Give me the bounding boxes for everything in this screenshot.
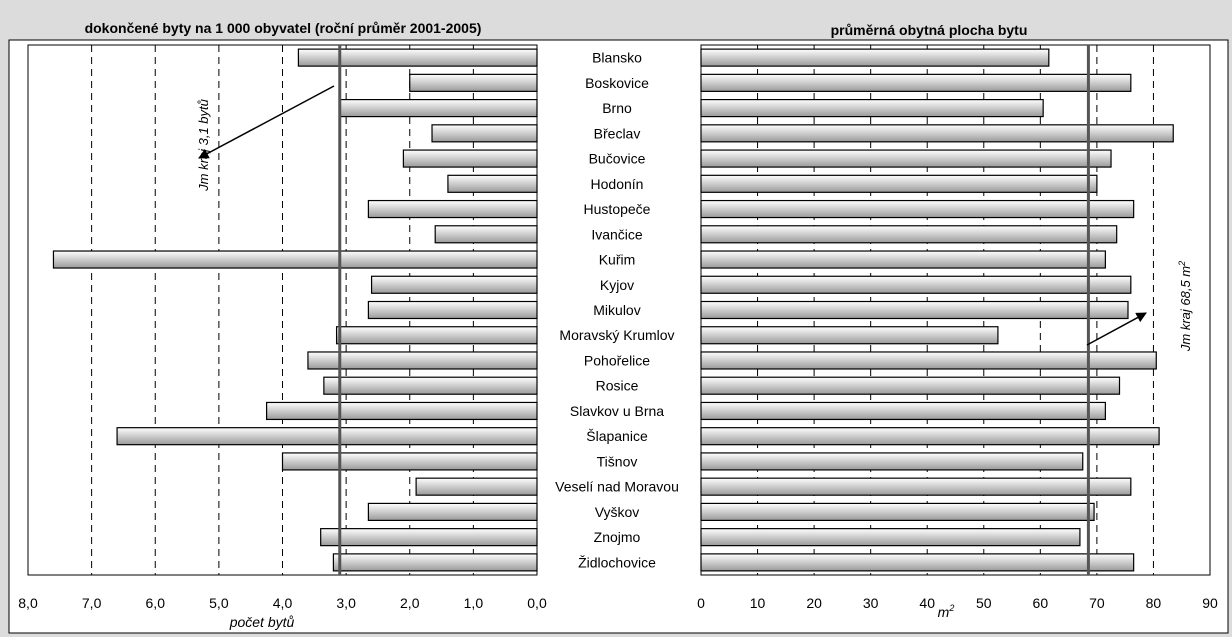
category-label: Boskovice — [585, 75, 649, 91]
left-bar — [323, 376, 538, 395]
category-label: Tišnov — [597, 453, 638, 469]
category-label: Kyjov — [600, 277, 634, 293]
right-bar — [700, 225, 1118, 244]
right-x-tick-label: 30 — [863, 595, 879, 611]
plot-layer: dokončené byty na 1 000 obyvatel (roční … — [18, 20, 1218, 630]
left-bar — [367, 300, 538, 320]
category-label: Bučovice — [589, 151, 646, 167]
right-bar — [700, 326, 999, 345]
category-label: Rosice — [596, 378, 639, 394]
left-bar — [402, 149, 538, 168]
right-bar — [700, 553, 1135, 572]
right-bar — [700, 502, 1095, 522]
right-x-tick-label: 50 — [976, 595, 992, 611]
right-bar — [700, 73, 1132, 92]
right-bar — [700, 48, 1050, 67]
left-x-tick-label: 0,0 — [527, 595, 547, 611]
right-x-tick-label: 10 — [750, 595, 766, 611]
right-reference-label: Jm kraj 68,5 m2 — [1177, 261, 1193, 352]
left-bar — [367, 199, 538, 219]
right-reference-label-sup: 2 — [1177, 261, 1187, 267]
category-label: Hustopeče — [584, 201, 651, 217]
left-bar — [447, 174, 538, 193]
right-x-tick-label: 0 — [697, 595, 705, 611]
category-label: Blansko — [592, 50, 642, 66]
left-chart-title: dokončené byty na 1 000 obyvatel (roční … — [85, 20, 482, 36]
left-bar — [116, 427, 538, 446]
left-bar — [335, 326, 538, 345]
right-bar — [700, 477, 1132, 496]
left-x-tick-label: 3,0 — [336, 595, 356, 611]
right-bar — [700, 427, 1160, 446]
right-reference-label-text: Jm kraj 68,5 m — [1178, 266, 1193, 352]
category-label: Hodonín — [591, 176, 644, 192]
left-bar — [265, 401, 538, 421]
left-x-axis-label: počet bytů — [229, 614, 295, 630]
right-bar — [700, 452, 1084, 471]
right-x-tick-label: 80 — [1146, 595, 1162, 611]
right-x-tick-label: 90 — [1202, 595, 1218, 611]
left-bar — [332, 553, 538, 572]
left-bar — [367, 502, 538, 522]
left-bar — [339, 98, 538, 118]
left-bar — [281, 452, 538, 471]
left-reference-label: Jm kraj 3,1 bytů — [196, 99, 211, 192]
left-x-tick-label: 2,0 — [400, 595, 420, 611]
left-bar — [297, 48, 538, 67]
right-x-tick-label: 20 — [806, 595, 822, 611]
category-label: Pohořelice — [584, 352, 650, 368]
category-label: Ivančice — [591, 226, 643, 242]
category-label: Brno — [602, 100, 632, 116]
right-x-axis-label-sup: 2 — [948, 603, 954, 613]
right-x-axis-label-text: m — [938, 604, 950, 620]
left-x-tick-label: 5,0 — [209, 595, 229, 611]
left-x-tick-label: 7,0 — [82, 595, 102, 611]
category-label: Znojmo — [594, 529, 641, 545]
right-bar — [700, 149, 1112, 168]
category-label: Mikulov — [593, 302, 640, 318]
right-x-tick-label: 40 — [919, 595, 935, 611]
left-bar — [409, 73, 538, 92]
category-label: Kuřim — [599, 252, 636, 268]
right-bar — [700, 300, 1129, 320]
category-label: Šlapanice — [586, 428, 648, 444]
right-bar — [700, 528, 1081, 547]
left-bar — [431, 124, 538, 143]
right-bar — [700, 376, 1121, 395]
left-reference-arrow — [198, 85, 335, 159]
category-label: Moravský Krumlov — [559, 327, 674, 343]
right-bar — [700, 250, 1106, 269]
right-x-tick-label: 60 — [1033, 595, 1049, 611]
category-label: Břeclav — [594, 125, 641, 141]
category-label: Židlochovice — [578, 554, 656, 570]
left-x-tick-label: 8,0 — [18, 595, 38, 611]
category-label: Vyškov — [595, 504, 640, 520]
left-bar — [307, 351, 538, 370]
right-x-tick-label: 70 — [1089, 595, 1105, 611]
right-bar — [700, 124, 1174, 143]
left-bar — [52, 250, 538, 269]
left-bar — [434, 225, 538, 244]
right-bar — [700, 199, 1135, 219]
left-x-tick-label: 1,0 — [464, 595, 484, 611]
category-label: Slavkov u Brna — [570, 403, 664, 419]
left-bar — [415, 477, 538, 496]
left-bar — [370, 275, 538, 294]
right-chart-title: průměrná obytná plocha bytu — [831, 22, 1028, 38]
left-x-tick-label: 4,0 — [273, 595, 293, 611]
left-bar — [320, 528, 538, 547]
left-x-tick-label: 6,0 — [146, 595, 166, 611]
right-bar — [700, 351, 1157, 370]
right-bar — [700, 174, 1098, 193]
right-reference-arrow — [1086, 312, 1147, 346]
right-bar — [700, 401, 1106, 421]
category-label: Veselí nad Moravou — [555, 479, 679, 495]
right-bar — [700, 98, 1044, 118]
right-x-axis-label: m2 — [938, 603, 955, 620]
right-bar — [700, 275, 1132, 294]
